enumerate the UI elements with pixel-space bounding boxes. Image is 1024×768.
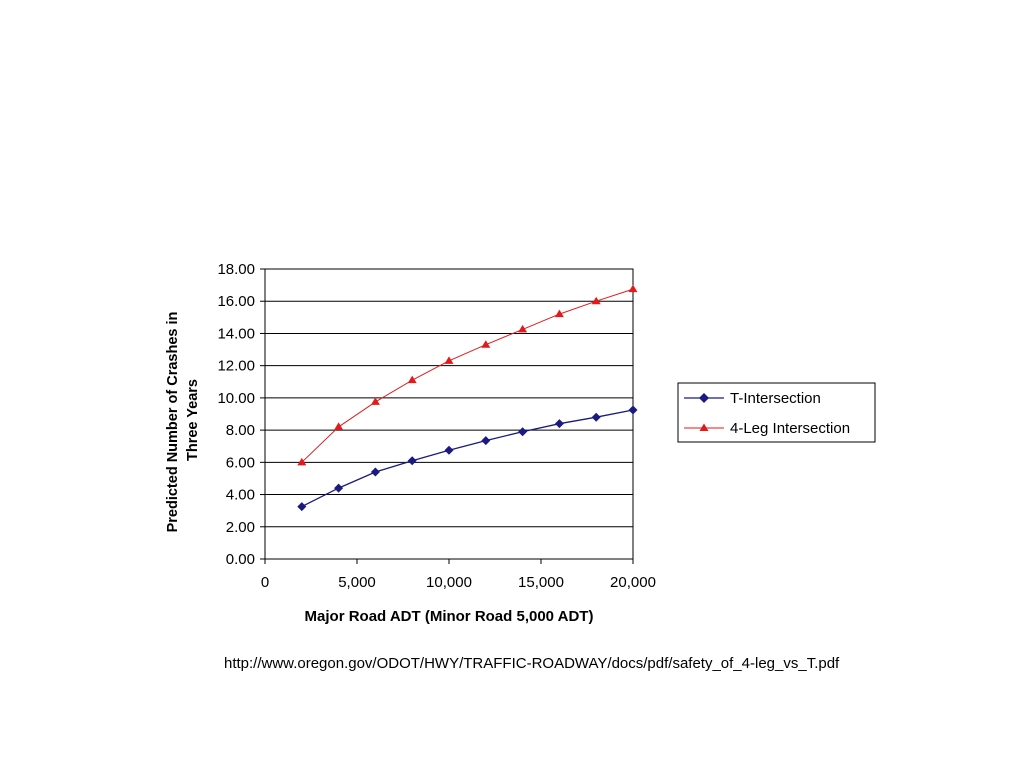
x-tick-label: 10,000 — [426, 574, 472, 591]
data-point-4-leg-intersection — [591, 296, 601, 305]
y-tick-label: 6.00 — [226, 454, 255, 471]
y-axis-ticks: 0.00 2.00 4.00 6.00 8.00 10.00 12.00 14.00 16.00… — [217, 261, 265, 568]
y-tick-label: 16.00 — [217, 293, 255, 310]
data-point-4-leg-intersection — [407, 375, 417, 384]
y-tick-label: 4.00 — [226, 487, 255, 504]
series-line-4-leg-intersection — [301, 288, 634, 463]
data-point-t-intersection — [370, 467, 380, 477]
y-tick-label: 2.00 — [226, 519, 255, 536]
data-point-4-leg-intersection — [518, 324, 528, 333]
data-point-4-leg-intersection — [481, 340, 491, 348]
y-tick-label: 12.00 — [217, 358, 255, 375]
data-point-t-intersection — [628, 405, 638, 415]
legend-label-t-intersection: T-Intersection — [730, 390, 821, 407]
data-point-4-leg-intersection — [554, 309, 564, 318]
x-tick-label: 5,000 — [338, 574, 376, 591]
data-point-4-leg-intersection — [628, 284, 638, 293]
data-point-t-intersection — [554, 419, 564, 429]
gridlines — [265, 300, 633, 528]
data-point-t-intersection — [591, 412, 601, 422]
legend-box — [677, 382, 876, 443]
legend-marker-4-leg-intersection — [699, 423, 709, 431]
y-tick-label: 10.00 — [217, 390, 255, 407]
y-tick-label: 8.00 — [226, 422, 255, 439]
x-axis-title: Major Road ADT (Minor Road 5,000 ADT) — [305, 608, 594, 625]
x-tick-label: 15,000 — [518, 574, 564, 591]
legend: T-Intersection 4-Leg Intersection — [677, 382, 876, 443]
data-point-4-leg-intersection — [370, 397, 380, 405]
data-point-t-intersection — [334, 483, 344, 493]
legend-marker-t-intersection — [699, 393, 709, 403]
x-tick-label: 0 — [261, 574, 269, 591]
series-layer — [297, 284, 638, 512]
y-axis-title: Predicted Number of Crashes in Three Yea… — [165, 308, 201, 533]
data-point-4-leg-intersection — [444, 356, 454, 364]
data-point-t-intersection — [518, 427, 528, 437]
y-tick-label: 0.00 — [226, 551, 255, 568]
source-url[interactable]: http://www.oregon.gov/ODOT/HWY/TRAFFIC-R… — [224, 655, 840, 672]
data-point-t-intersection — [481, 436, 491, 446]
data-point-t-intersection — [297, 502, 307, 512]
legend-label-4-leg-intersection: 4-Leg Intersection — [730, 420, 850, 437]
plot-area — [264, 268, 634, 560]
y-axis-title-line-1: Predicted Number of Crashes in — [165, 312, 181, 533]
data-point-4-leg-intersection — [334, 422, 344, 430]
data-point-4-leg-intersection — [297, 457, 307, 466]
y-tick-label: 18.00 — [217, 261, 255, 278]
y-tick-label: 14.00 — [217, 325, 255, 342]
x-tick-label: 20,000 — [610, 574, 656, 591]
data-point-t-intersection — [407, 456, 417, 466]
y-axis-title-line-2: Three Years — [185, 379, 201, 461]
data-point-t-intersection — [444, 445, 454, 455]
series-line-t-intersection — [301, 409, 634, 508]
x-axis-ticks: 0 5,000 10,000 15,000 20,000 — [261, 559, 656, 591]
